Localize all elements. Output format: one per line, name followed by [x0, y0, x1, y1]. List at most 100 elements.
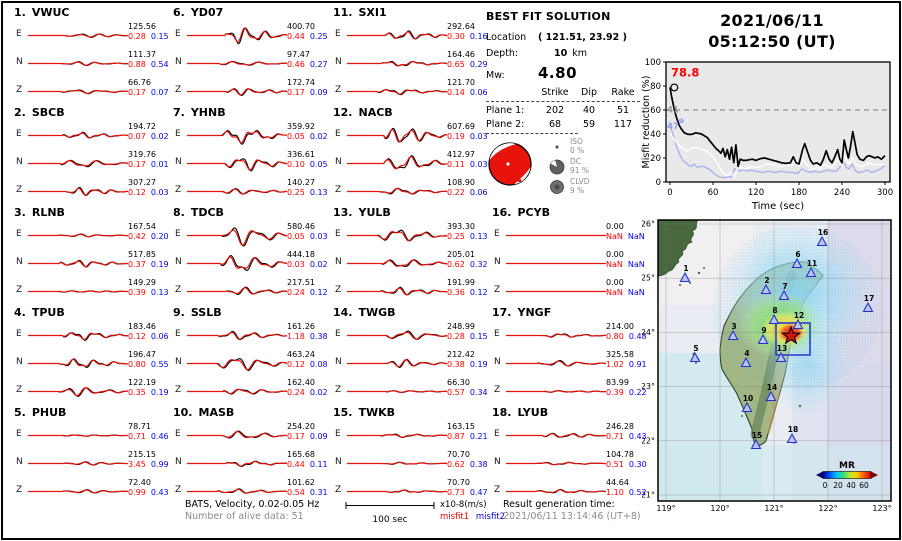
station-code: TWGB: [358, 306, 396, 319]
misfit2-value: 0.30: [628, 459, 647, 469]
waveform-plot: [28, 434, 128, 437]
channel-values: 161.26 1.18 0.38: [287, 322, 331, 341]
station-vwuc: 1. VWUC E 125.56 0.28 0.15 N 111.37 0.88 0.54 Z 66.…: [14, 6, 172, 106]
station-tpub: 4. TPUB E 183.46 0.12 0.06 N 196.47 0.80 0.55 Z 122…: [14, 306, 172, 406]
lat-label: 26°: [642, 220, 655, 229]
channel-values: 140.27 0.25 0.13: [287, 178, 331, 197]
channel-label: E: [175, 429, 181, 439]
misfit1-value: 0.19: [447, 131, 465, 141]
waveform-plot: [347, 229, 448, 242]
map-station-13: [775, 351, 787, 363]
channel-row-z: Z 307.27 0.12 0.03: [14, 177, 172, 205]
station-title: 1. VWUC: [14, 6, 172, 21]
channel-row-n: N 70.70 0.62 0.38: [333, 449, 491, 477]
channel-row-n: N 104.78 0.51 0.30: [492, 449, 650, 477]
channel-row-n: N 444.18 0.03 0.02: [173, 249, 331, 277]
misfit2-value: 0.91: [628, 359, 647, 369]
channel-values: 517.85 0.37 0.19: [128, 250, 172, 269]
misfit2-value: 0.43: [150, 487, 169, 497]
map-station-label-18: 18: [788, 425, 798, 434]
dc-item: DC 91 %: [548, 157, 590, 176]
peak-amplitude: 97.47: [287, 50, 310, 59]
peak-amplitude: 191.99: [447, 278, 475, 287]
amplitude-units: x10-8(m/s) misfit1 misfit2: [440, 499, 505, 523]
peak-amplitude: 319.76: [128, 150, 156, 159]
x-axis-title: Time (sec): [751, 201, 804, 212]
inversion-grid-square: [775, 322, 811, 356]
channel-label: N: [335, 57, 342, 67]
misfit1-value: 0.73: [447, 487, 465, 497]
station-number: 6.: [173, 6, 185, 19]
channel-row-e: E 0.00 NaN NaN: [492, 221, 650, 249]
channel-values: 149.29 0.39 0.13: [128, 278, 172, 297]
station-code: LYUB: [517, 406, 549, 419]
waveform-plot: [28, 186, 129, 197]
map-station-label-8: 8: [772, 306, 777, 315]
peak-amplitude: 66.76: [128, 78, 151, 87]
station-number: 18.: [492, 406, 512, 419]
misfit-chart-svg: 0 20 40 60 80 100 0 60 120 180 240 300 78.8 41 47 Misfi…: [641, 58, 893, 212]
dc-icon: [549, 159, 565, 174]
channel-label: E: [16, 329, 22, 339]
channel-label: E: [335, 329, 341, 339]
peak-amplitude: 125.56: [128, 22, 156, 31]
channel-label: N: [16, 457, 23, 467]
misfit2-value: 0.34: [469, 387, 488, 397]
waveform-plot: [28, 461, 128, 466]
result-label: Result generation time:: [503, 499, 615, 510]
channel-values: 248.99 0.28 0.15: [447, 322, 491, 341]
station-sxi1: 11. SXI1 E 292.64 0.30 0.16 N 164.46 0.65 0.29 Z 12…: [333, 6, 491, 106]
synthetic-trace: [28, 160, 129, 167]
channel-label: N: [494, 257, 501, 267]
channel-values: 212.42 0.38 0.19: [447, 350, 491, 369]
channel-values: 336.61 0.10 0.05: [287, 150, 331, 169]
station-column-3: 11. SXI1 E 292.64 0.30 0.16 N 164.46 0.65 0.29 Z 12…: [333, 6, 491, 506]
synthetic-trace: [187, 460, 288, 467]
misfit2-value: 0.48: [628, 331, 647, 341]
misfit1-value: 0.88: [128, 59, 146, 69]
synthetic-trace: [347, 89, 448, 95]
lat-label: 21°: [642, 491, 655, 500]
map-station-label-11: 11: [807, 259, 817, 268]
channel-row-n: N 111.37 0.88 0.54: [14, 49, 172, 77]
waveform-plot: [347, 461, 448, 465]
station-number: 10.: [173, 406, 193, 419]
channel-row-z: Z 108.90 0.22 0.06: [333, 177, 491, 205]
channel-values: 125.56 0.28 0.15: [128, 22, 172, 41]
waveform-plot: [187, 227, 288, 247]
channel-values: 97.47 0.46 0.27: [287, 50, 331, 69]
synthetic-trace: [28, 187, 128, 196]
channel-row-e: E 125.56 0.28 0.15: [14, 21, 172, 49]
misfit2-value: 0.06: [469, 87, 488, 97]
misfit1-value: 3.45: [128, 459, 146, 469]
station-number: 13.: [333, 206, 353, 219]
peak-amplitude: 104.78: [606, 450, 634, 459]
waveform-plot: [506, 488, 607, 494]
channel-values: 183.46 0.12 0.06: [128, 322, 172, 341]
channel-values: 164.46 0.65 0.29: [447, 50, 491, 69]
channel-row-z: Z 66.76 0.17 0.07: [14, 77, 172, 105]
misfit2-value: 0.08: [309, 359, 328, 369]
station-code: SXI1: [358, 6, 387, 19]
misfit2-value: 0.21: [469, 431, 488, 441]
station-number: 4.: [14, 306, 26, 319]
peak-amplitude: 194.72: [128, 122, 156, 131]
colorbar-tick: 20: [833, 481, 843, 490]
map-station-14: [765, 390, 777, 402]
misfit2-value: NaN: [627, 231, 645, 241]
synthetic-trace: [187, 188, 287, 195]
station-title: 12. NACB: [333, 106, 491, 121]
peak-amplitude: 463.24: [287, 350, 315, 359]
station-lyub: 18. LYUB E 246.28 0.71 0.43 N 104.78 0.51 0.30 Z 44…: [492, 406, 650, 506]
synthetic-trace: [506, 488, 606, 493]
channel-values: 215.15 3.45 0.99: [128, 450, 172, 469]
channel-values: 104.78 0.51 0.30: [606, 450, 650, 469]
waveform-plot: [506, 432, 607, 438]
channel-row-e: E 254.20 0.17 0.09: [173, 421, 331, 449]
misfit1-value: 0.17: [287, 87, 305, 97]
misfit1-value: 0.28: [128, 31, 146, 41]
channel-row-z: Z 140.27 0.25 0.13: [173, 177, 331, 205]
waveform-plot: [28, 159, 129, 168]
synthetic-trace: [28, 233, 128, 238]
best-fit-heading: BEST FIT SOLUTION: [486, 10, 611, 23]
